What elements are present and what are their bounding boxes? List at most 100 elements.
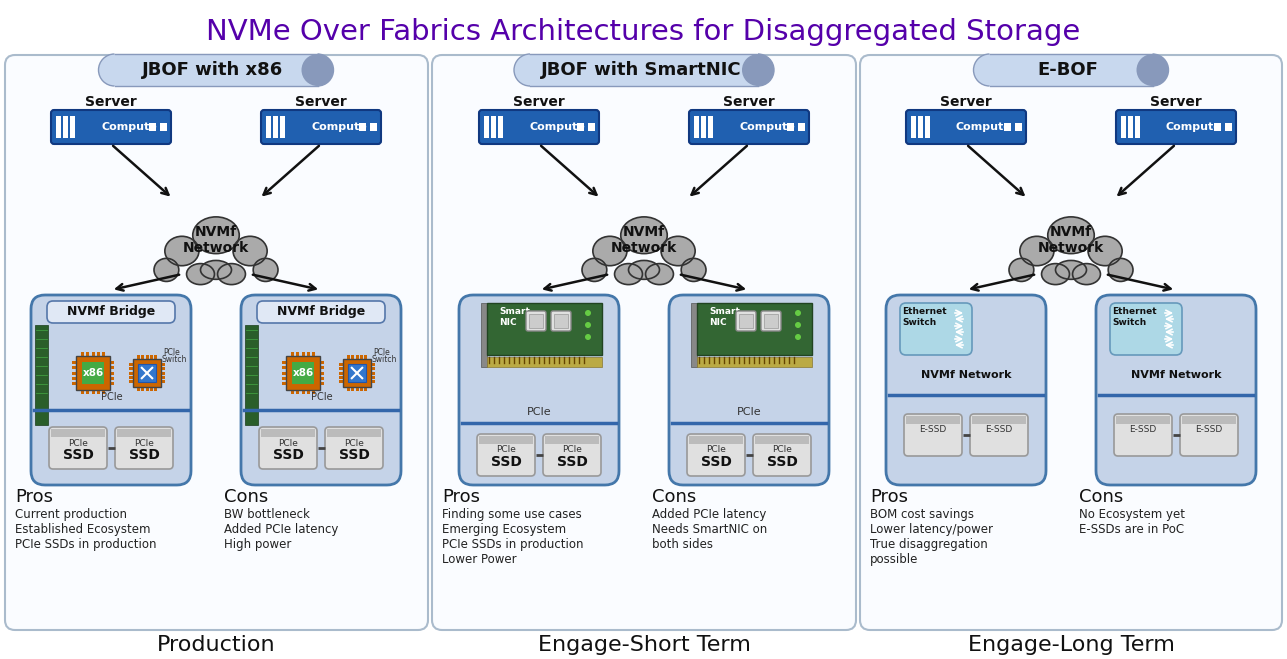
Text: NVMf
Network: NVMf Network xyxy=(611,225,677,255)
Bar xyxy=(360,387,363,391)
FancyBboxPatch shape xyxy=(257,301,385,323)
Bar xyxy=(97,352,100,356)
Bar xyxy=(69,116,75,138)
FancyBboxPatch shape xyxy=(990,54,1152,86)
Text: Server: Server xyxy=(723,95,775,109)
Ellipse shape xyxy=(615,264,642,285)
Bar xyxy=(338,362,344,366)
Ellipse shape xyxy=(1019,237,1054,266)
Text: SSD: SSD xyxy=(338,448,369,462)
Bar xyxy=(161,380,165,384)
Bar xyxy=(86,390,89,394)
Circle shape xyxy=(586,322,591,328)
Bar xyxy=(484,116,489,138)
Text: Server: Server xyxy=(85,95,136,109)
Bar xyxy=(301,352,305,356)
Text: SSD: SSD xyxy=(767,455,798,469)
Bar xyxy=(129,362,133,366)
FancyBboxPatch shape xyxy=(5,55,429,630)
Ellipse shape xyxy=(582,258,606,281)
Bar xyxy=(544,436,598,444)
Bar xyxy=(739,314,753,328)
Circle shape xyxy=(586,310,591,316)
FancyBboxPatch shape xyxy=(736,311,755,331)
Text: Production: Production xyxy=(157,635,275,655)
FancyBboxPatch shape xyxy=(1116,110,1236,144)
Bar xyxy=(1004,123,1012,131)
Ellipse shape xyxy=(218,264,246,285)
Circle shape xyxy=(795,322,801,328)
Bar xyxy=(292,362,314,384)
FancyBboxPatch shape xyxy=(326,427,384,469)
Bar xyxy=(351,387,354,391)
Bar xyxy=(149,123,156,131)
Bar xyxy=(349,364,366,382)
FancyBboxPatch shape xyxy=(241,295,402,485)
Bar xyxy=(109,377,115,380)
Bar xyxy=(911,116,916,138)
Text: BOM cost savings: BOM cost savings xyxy=(870,508,974,521)
Text: E-SSD: E-SSD xyxy=(986,426,1013,434)
FancyBboxPatch shape xyxy=(115,427,172,469)
Bar xyxy=(154,387,157,391)
Text: True disaggregation
possible: True disaggregation possible xyxy=(870,538,987,566)
Bar xyxy=(306,352,310,356)
Text: Ethernet
Switch: Ethernet Switch xyxy=(1112,307,1157,327)
Bar xyxy=(296,352,299,356)
Ellipse shape xyxy=(301,54,333,86)
Bar xyxy=(320,372,324,374)
Text: PCIe: PCIe xyxy=(495,445,516,455)
FancyBboxPatch shape xyxy=(551,311,571,331)
Bar xyxy=(286,356,320,390)
FancyBboxPatch shape xyxy=(31,295,190,485)
Ellipse shape xyxy=(165,237,199,266)
Bar xyxy=(1181,416,1236,424)
Bar xyxy=(151,355,153,359)
Ellipse shape xyxy=(1108,258,1133,281)
FancyBboxPatch shape xyxy=(49,427,107,469)
Bar xyxy=(918,116,923,138)
Text: Server: Server xyxy=(1151,95,1202,109)
Text: JBOF with x86: JBOF with x86 xyxy=(142,61,283,79)
Circle shape xyxy=(795,334,801,340)
Bar xyxy=(129,367,133,370)
Bar xyxy=(57,116,60,138)
Bar xyxy=(97,390,100,394)
Bar xyxy=(338,376,344,379)
Bar xyxy=(291,352,293,356)
Bar xyxy=(109,366,115,369)
Text: Switch: Switch xyxy=(371,355,396,364)
FancyBboxPatch shape xyxy=(1115,414,1172,456)
FancyBboxPatch shape xyxy=(51,110,171,144)
Text: Compute: Compute xyxy=(529,122,584,132)
Text: SSD: SSD xyxy=(129,448,160,462)
Text: SSD: SSD xyxy=(556,455,587,469)
Text: both sides: both sides xyxy=(653,538,713,551)
Text: Added PCIe latency: Added PCIe latency xyxy=(224,523,338,536)
Text: Compute: Compute xyxy=(1166,122,1221,132)
Bar xyxy=(588,123,595,131)
Bar xyxy=(63,116,68,138)
Ellipse shape xyxy=(593,237,627,266)
FancyBboxPatch shape xyxy=(1109,303,1181,355)
Bar xyxy=(481,303,486,367)
Bar xyxy=(698,303,812,355)
Bar xyxy=(764,314,779,328)
Bar xyxy=(498,116,503,138)
Ellipse shape xyxy=(973,54,1005,86)
Text: Lower latency/power: Lower latency/power xyxy=(870,523,994,536)
Bar xyxy=(72,360,76,364)
Ellipse shape xyxy=(1041,264,1069,285)
Bar xyxy=(245,325,257,425)
Text: Smart
NIC: Smart NIC xyxy=(499,307,530,327)
Bar xyxy=(154,355,157,359)
Text: Lower Power: Lower Power xyxy=(441,553,516,566)
Bar xyxy=(1015,123,1022,131)
Ellipse shape xyxy=(99,54,130,86)
Ellipse shape xyxy=(743,54,773,86)
Text: Compute: Compute xyxy=(739,122,795,132)
Bar xyxy=(906,416,960,424)
Text: x86: x86 xyxy=(292,368,314,378)
FancyBboxPatch shape xyxy=(689,110,810,144)
Bar xyxy=(1135,116,1140,138)
